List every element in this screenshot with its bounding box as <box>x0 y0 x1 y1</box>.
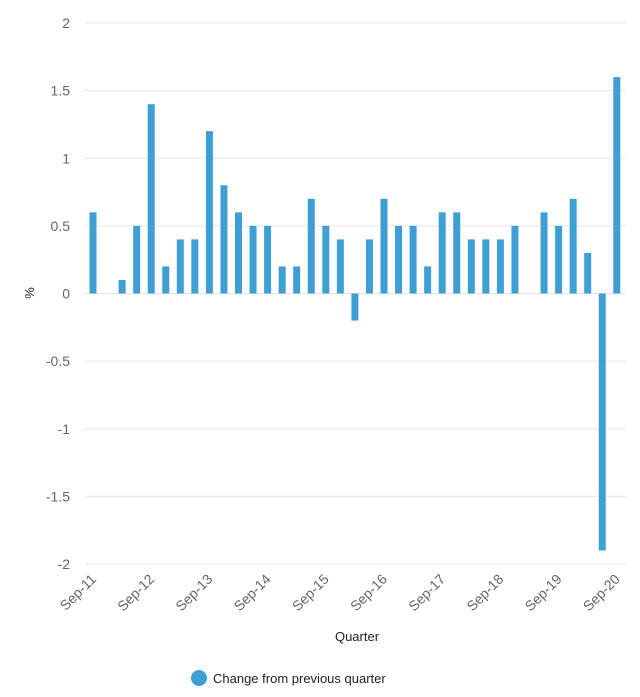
bar-mar-15[interactable] <box>293 266 301 294</box>
bar-sep-15[interactable] <box>322 225 330 294</box>
bars <box>89 77 621 551</box>
x-tick-label: Sep-17 <box>405 571 448 614</box>
bar-dec-16[interactable] <box>395 225 403 294</box>
bar-sep-11[interactable] <box>89 212 97 294</box>
bar-jun-18[interactable] <box>482 239 490 294</box>
bar-dec-15[interactable] <box>336 239 344 294</box>
y-tick-label: -1 <box>58 421 71 437</box>
y-tick-label: -0.5 <box>46 353 70 369</box>
bar-sep-13[interactable] <box>205 131 213 294</box>
bar-mar-12[interactable] <box>118 279 126 294</box>
bar-jun-14[interactable] <box>249 225 257 294</box>
bar-mar-17[interactable] <box>409 225 417 294</box>
bar-mar-13[interactable] <box>176 239 184 294</box>
bar-sep-14[interactable] <box>264 225 272 294</box>
bar-mar-16[interactable] <box>351 293 359 321</box>
x-axis-title: Quarter <box>335 629 380 644</box>
y-tick-label: 1 <box>62 150 70 166</box>
bar-jun-15[interactable] <box>307 198 315 294</box>
y-tick-label: 2 <box>62 15 70 31</box>
bar-sep-16[interactable] <box>380 198 388 294</box>
bar-sep-17[interactable] <box>438 212 446 294</box>
y-axis-title: % <box>22 287 37 299</box>
y-tick-label: 0 <box>62 286 70 302</box>
x-tick-label: Sep-11 <box>57 571 100 614</box>
x-tick-label: Sep-20 <box>580 571 623 614</box>
bar-sep-20[interactable] <box>613 77 621 294</box>
x-tick-label: Sep-19 <box>521 571 564 614</box>
bar-jun-12[interactable] <box>133 225 141 294</box>
y-tick-label: -1.5 <box>46 488 70 504</box>
x-tick-label: Sep-12 <box>114 571 157 614</box>
y-tick-label: 0.5 <box>51 218 71 234</box>
y-axis-ticks: 2 1.5 1 0.5 0 -0.5 -1 -1.5 -2 <box>46 15 70 572</box>
legend-marker <box>191 670 207 686</box>
bar-jun-20[interactable] <box>598 293 606 551</box>
bar-jun-17[interactable] <box>424 266 432 294</box>
x-tick-label: Sep-15 <box>289 571 332 614</box>
legend-label: Change from previous quarter <box>213 671 386 686</box>
bar-dec-12[interactable] <box>162 266 170 294</box>
legend[interactable]: Change from previous quarter <box>191 670 386 686</box>
bar-dec-13[interactable] <box>220 185 228 294</box>
bar-sep-12[interactable] <box>147 104 155 294</box>
bar-jun-13[interactable] <box>191 239 199 294</box>
y-tick-label: -2 <box>58 556 71 572</box>
x-tick-label: Sep-14 <box>230 571 273 614</box>
bar-sep-19[interactable] <box>555 225 563 294</box>
bar-jun-19[interactable] <box>540 212 548 294</box>
bar-dec-14[interactable] <box>278 266 286 294</box>
bar-mar-18[interactable] <box>467 239 475 294</box>
x-axis-ticks: Sep-11 Sep-12 Sep-13 Sep-14 Sep-15 Sep-16 Sep-… <box>57 571 623 614</box>
bar-dec-19[interactable] <box>569 198 577 294</box>
x-tick-label: Sep-13 <box>172 571 215 614</box>
bar-mar-14[interactable] <box>235 212 242 294</box>
x-tick-label: Sep-16 <box>347 571 390 614</box>
bar-jun-16[interactable] <box>365 239 373 294</box>
bar-sep-18[interactable] <box>496 239 504 294</box>
y-tick-label: 1.5 <box>51 83 71 99</box>
bar-mar-20[interactable] <box>584 252 592 294</box>
x-tick-label: Sep-18 <box>463 571 506 614</box>
bar-dec-18[interactable] <box>511 225 519 294</box>
bar-dec-17[interactable] <box>453 212 461 294</box>
